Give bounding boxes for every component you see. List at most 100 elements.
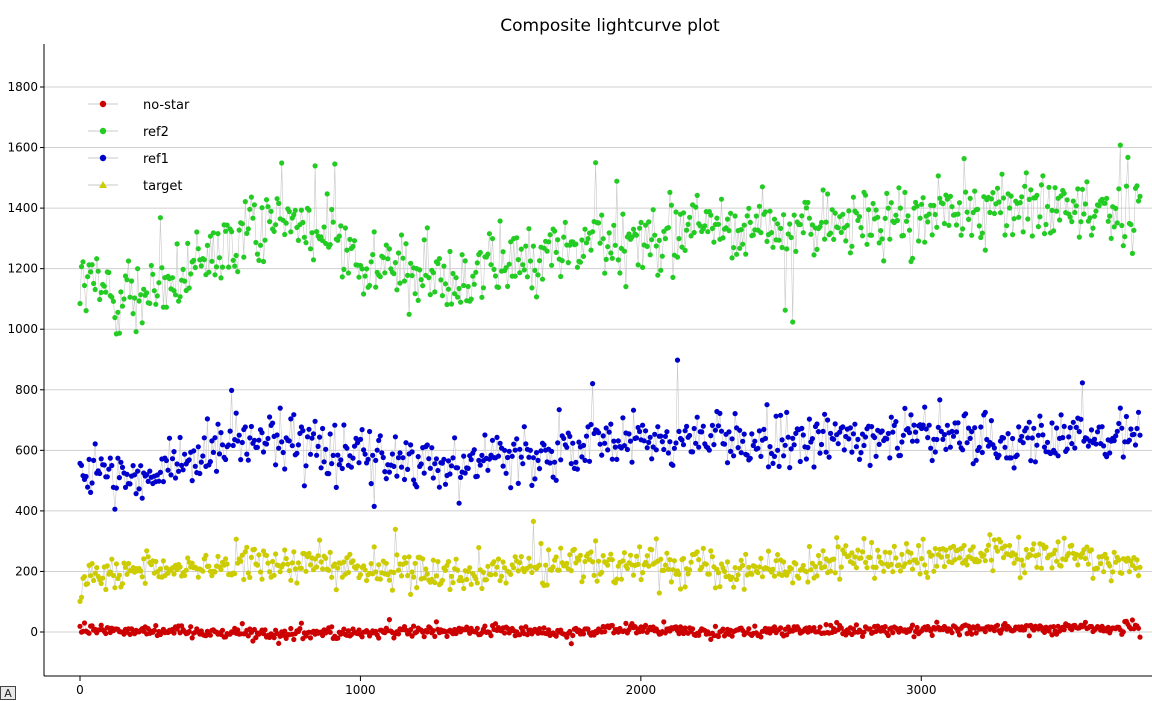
- data-point-no-star: [973, 630, 979, 636]
- data-point-ref2: [785, 231, 791, 237]
- data-point-target: [671, 558, 678, 564]
- data-point-ref2: [862, 192, 869, 198]
- data-point-ref2: [417, 267, 423, 273]
- data-point-ref1: [229, 387, 235, 393]
- data-point-ref1: [923, 426, 929, 432]
- data-point-ref2: [835, 225, 841, 231]
- data-point-ref1: [899, 439, 905, 445]
- data-point-target: [238, 558, 244, 564]
- data-point-ref2: [764, 238, 770, 244]
- data-point-ref2: [943, 192, 949, 198]
- data-point-ref1: [230, 442, 236, 449]
- data-point-ref2: [283, 220, 289, 226]
- data-point-target: [790, 580, 796, 586]
- data-point-no-star: [784, 632, 790, 638]
- data-point-no-star: [327, 629, 333, 635]
- data-point-ref2: [559, 258, 565, 264]
- axes: [43, 44, 1152, 677]
- data-point-target: [687, 567, 693, 573]
- data-point-ref2: [878, 228, 884, 234]
- data-point-ref1: [318, 465, 324, 471]
- data-point-ref1: [876, 441, 882, 447]
- data-point-ref2: [1111, 224, 1117, 230]
- data-point-target: [453, 556, 459, 562]
- data-point-target: [873, 564, 879, 571]
- data-point-no-star: [580, 631, 587, 637]
- data-point-ref2: [182, 278, 188, 284]
- data-point-no-star: [999, 626, 1005, 633]
- data-point-ref1: [244, 451, 250, 457]
- data-point-target: [286, 568, 292, 574]
- data-point-ref2: [590, 229, 596, 235]
- data-point-ref1: [784, 409, 790, 415]
- data-point-ref2: [338, 223, 344, 229]
- data-point-ref1: [515, 480, 521, 486]
- data-point-ref2: [486, 231, 492, 237]
- data-point-ref2: [1134, 183, 1140, 189]
- legend-marker-target: [99, 181, 107, 188]
- data-point-ref1: [530, 455, 537, 461]
- data-point-ref1: [317, 434, 323, 440]
- data-point-ref1: [138, 463, 144, 469]
- data-point-ref1: [982, 409, 988, 415]
- data-point-ref2: [638, 219, 644, 226]
- data-point-no-star: [720, 626, 726, 632]
- data-point-ref2: [635, 262, 641, 268]
- data-point-target: [1011, 560, 1017, 566]
- data-point-ref1: [1031, 425, 1037, 431]
- data-point-ref2: [611, 222, 617, 228]
- data-point-ref2: [480, 285, 486, 291]
- data-point-no-star: [708, 636, 714, 643]
- data-point-ref2: [180, 266, 186, 272]
- data-point-ref1: [970, 461, 976, 467]
- data-point-target: [1022, 570, 1028, 576]
- data-point-target: [961, 542, 967, 549]
- data-point-ref1: [699, 429, 705, 435]
- data-point-ref1: [274, 432, 280, 438]
- data-point-ref2: [351, 238, 358, 244]
- data-point-ref2: [492, 273, 499, 279]
- data-point-ref1: [811, 464, 817, 470]
- data-point-ref2: [1119, 222, 1125, 229]
- data-point-ref2: [192, 264, 198, 271]
- series-ref2: [77, 142, 1143, 337]
- data-point-ref2: [670, 274, 676, 280]
- data-point-ref2: [1052, 185, 1058, 191]
- data-point-ref1: [837, 429, 843, 435]
- data-point-no-star: [298, 620, 304, 626]
- data-point-ref1: [549, 448, 555, 454]
- data-point-no-star: [1135, 625, 1142, 631]
- data-point-ref1: [248, 423, 254, 430]
- data-point-ref1: [502, 447, 508, 453]
- data-point-ref1: [1061, 423, 1067, 429]
- data-point-ref1: [209, 438, 215, 444]
- data-point-ref2: [207, 233, 213, 239]
- data-point-ref1: [210, 449, 216, 455]
- data-point-target: [468, 581, 474, 588]
- data-point-ref1: [136, 486, 142, 492]
- data-point-target: [796, 575, 802, 581]
- data-point-target: [582, 558, 588, 565]
- data-point-ref1: [790, 435, 796, 441]
- data-point-ref2: [251, 202, 257, 208]
- data-point-target: [429, 576, 435, 582]
- data-point-ref2: [210, 230, 216, 236]
- data-point-ref1: [200, 453, 206, 459]
- data-point-ref2: [1137, 193, 1143, 199]
- data-point-target: [1016, 534, 1022, 540]
- data-point-target: [580, 574, 587, 580]
- data-point-no-star: [623, 620, 629, 627]
- x-tick-label: 2000: [626, 683, 657, 697]
- data-point-ref1: [1132, 442, 1139, 448]
- data-point-ref2: [1028, 187, 1034, 193]
- data-point-ref1: [785, 434, 791, 440]
- data-point-ref1: [320, 425, 326, 432]
- data-point-ref1: [122, 484, 129, 490]
- data-point-ref1: [633, 435, 640, 441]
- data-point-target: [189, 560, 195, 566]
- data-point-ref2: [1087, 215, 1093, 221]
- data-point-ref2: [817, 224, 823, 230]
- data-point-ref2: [95, 268, 101, 274]
- data-point-target: [931, 568, 937, 574]
- data-point-no-star: [376, 635, 382, 641]
